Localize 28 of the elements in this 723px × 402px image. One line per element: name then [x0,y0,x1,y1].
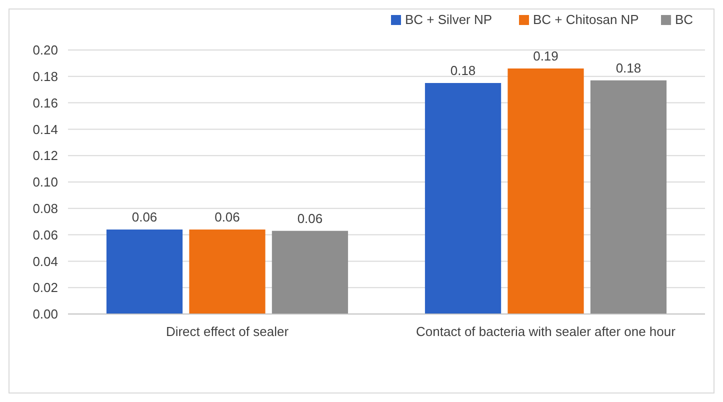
text: 0.00 [32,306,58,322]
data-label: 0.06 [132,210,158,225]
data-label: 0.18 [450,63,476,78]
text: 0.02 [32,280,58,296]
bar [508,68,584,314]
text: 0.12 [32,148,58,164]
text: 0.10 [32,174,58,190]
data-label: 0.18 [616,60,642,76]
bar [189,230,266,314]
text: 0.06 [32,227,58,242]
bar [272,230,348,314]
x-tick-label: Direct effect of sealer [166,324,290,339]
bar [106,230,183,314]
bar [590,80,667,314]
text: 0.14 [32,122,58,137]
text: 0.18 [32,68,58,84]
bar [424,83,502,314]
legend-label: BC + Silver NP [405,12,492,27]
legend-label: BC + Chitosan NP [533,12,639,27]
text: 0.16 [32,95,58,110]
data-label: 0.06 [297,210,323,226]
legend-label: BC [675,12,694,27]
data-label: 0.06 [214,210,240,225]
x-tick-label: Contact of bacteria with sealer after one hour [416,324,676,339]
text: 0.04 [32,254,58,269]
data-label: 0.19 [533,48,558,64]
text: 0.08 [32,200,58,216]
text: 0.20 [32,42,58,58]
